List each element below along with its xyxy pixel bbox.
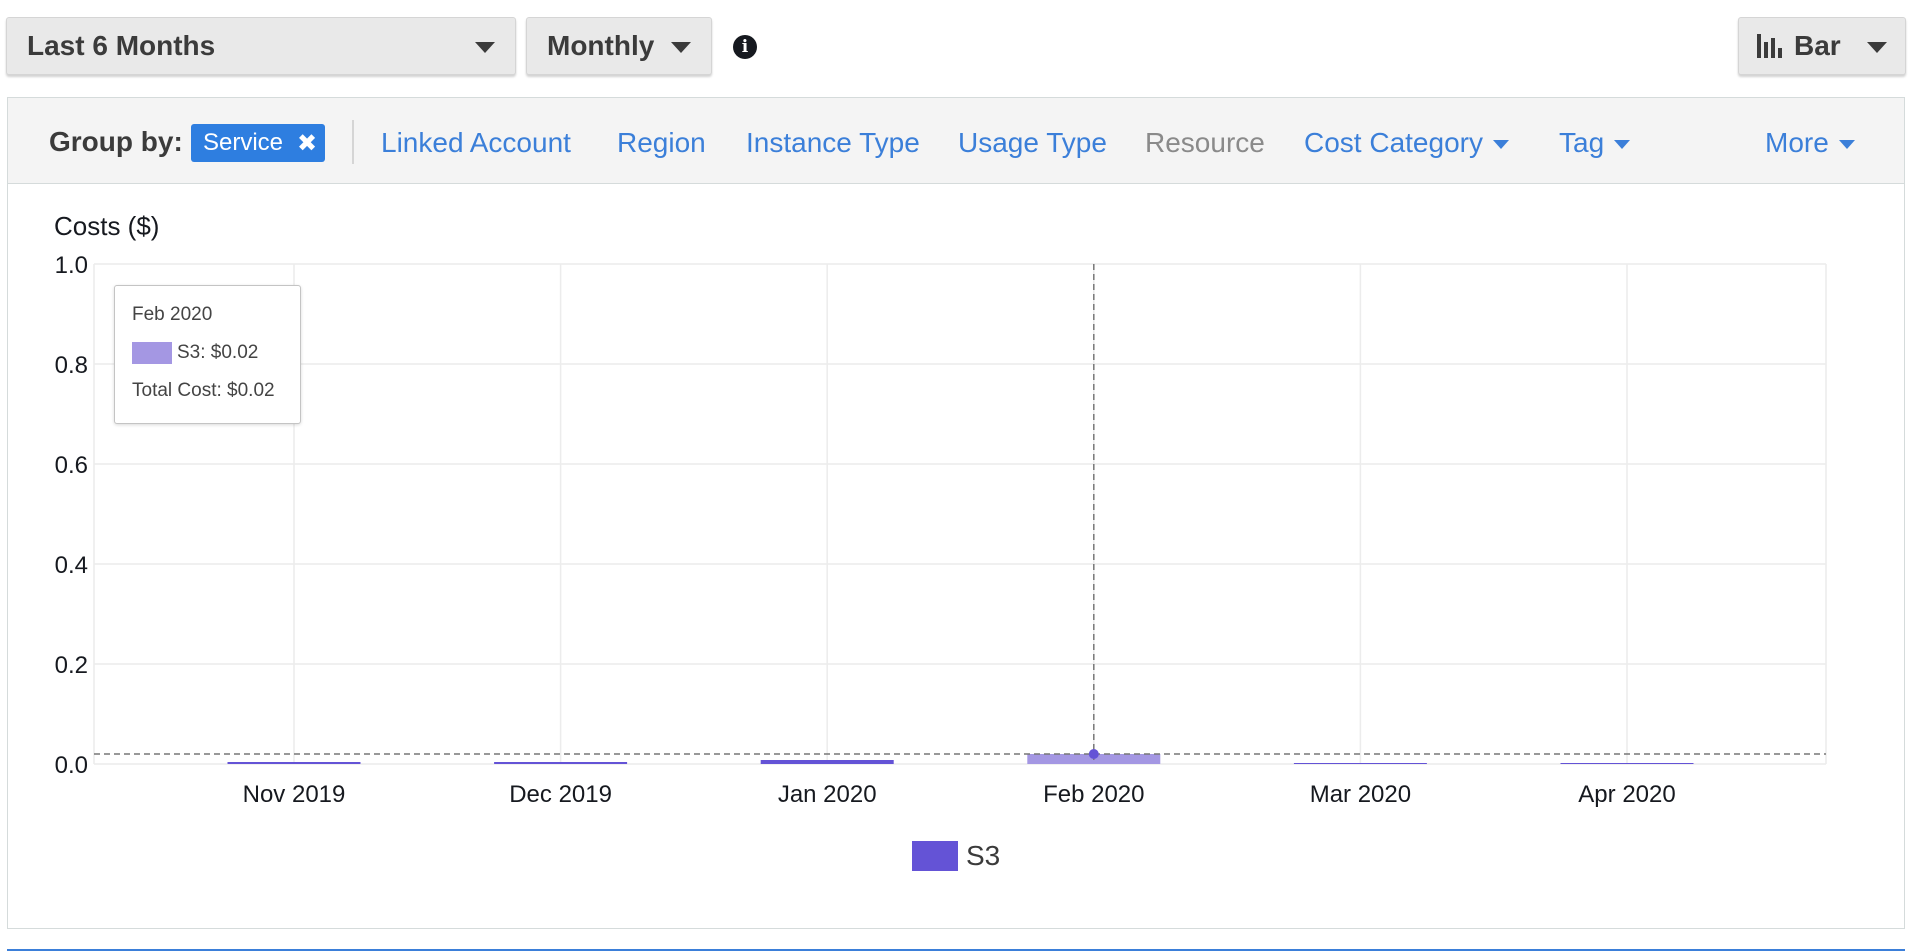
- granularity-dropdown[interactable]: Monthly: [526, 17, 712, 75]
- group-by-usage-type[interactable]: Usage Type: [958, 127, 1107, 158]
- panel-bottom-border: [7, 949, 1905, 951]
- group-by-region[interactable]: Region: [617, 127, 706, 158]
- group-by-label: Group by:: [49, 126, 183, 157]
- bar-nov-2019: [227, 762, 361, 764]
- group-by-cost-category[interactable]: Cost Category: [1304, 127, 1509, 159]
- hover-point: [1088, 749, 1099, 759]
- group-by-service-chip[interactable]: Service ✖: [191, 124, 325, 162]
- hover-crosshair: [94, 264, 1826, 764]
- legend-label-s3: S3: [966, 840, 1001, 871]
- x-tick-label: Jan 2020: [778, 781, 877, 808]
- bar-apr-2020: [1560, 763, 1694, 764]
- group-by-bar: Group by: Service ✖ Linked Account Regio…: [8, 98, 1904, 184]
- x-tick-label: Feb 2020: [1043, 781, 1144, 808]
- tooltip-series-value: S3: $0.02: [177, 342, 259, 363]
- group-by-linked-account[interactable]: Linked Account: [381, 127, 571, 158]
- chevron-down-icon: [1492, 140, 1509, 150]
- chart-type-label: Bar: [1794, 30, 1841, 61]
- close-icon[interactable]: ✖: [297, 129, 318, 157]
- bar-dec-2019: [494, 762, 628, 764]
- y-axis-ticks: 1.0 0.8 0.6 0.4 0.2 0.0: [55, 252, 88, 779]
- tooltip-series-row: S3: $0.02: [132, 342, 300, 380]
- bar-chart-icon: [1757, 34, 1782, 58]
- bar-jan-2020: [760, 760, 894, 764]
- x-tick-label: Mar 2020: [1310, 781, 1411, 808]
- chevron-down-icon: [1838, 140, 1855, 150]
- report-panel: Group by: Service ✖ Linked Account Regio…: [7, 97, 1905, 929]
- group-by-tag[interactable]: Tag: [1559, 127, 1631, 159]
- tooltip-month: Feb 2020: [132, 304, 213, 325]
- tag-label: Tag: [1559, 127, 1605, 158]
- chevron-down-icon: [1867, 42, 1887, 53]
- y-tick-label: 0.4: [55, 552, 88, 579]
- x-tick-label: Dec 2019: [509, 781, 612, 808]
- group-by-instance-type[interactable]: Instance Type: [746, 127, 920, 158]
- granularity-label: Monthly: [547, 30, 655, 61]
- chevron-down-icon: [475, 42, 495, 53]
- tooltip-total: Total Cost: $0.02: [132, 380, 275, 401]
- chart-grid: [93, 263, 1827, 765]
- x-tick-label: Nov 2019: [243, 781, 346, 808]
- group-by-more[interactable]: More: [1765, 127, 1855, 159]
- chart-bars: [227, 754, 1694, 764]
- y-axis-title: Costs ($): [54, 211, 159, 241]
- date-range-label: Last 6 Months: [27, 30, 216, 61]
- cost-category-label: Cost Category: [1304, 127, 1483, 158]
- chart-tooltip: Feb 2020 S3: $0.02 Total Cost: $0.02: [114, 285, 301, 424]
- legend-swatch-s3: [912, 841, 958, 871]
- divider: [352, 120, 354, 164]
- x-tick-label: Apr 2020: [1578, 781, 1675, 808]
- y-tick-label: 0.2: [55, 652, 88, 679]
- more-label: More: [1765, 127, 1829, 158]
- chart-type-dropdown[interactable]: Bar: [1738, 17, 1906, 75]
- x-axis-ticks: Nov 2019 Dec 2019 Jan 2020 Feb 2020 Mar 2020…: [243, 781, 1676, 808]
- y-tick-label: 0.8: [55, 352, 88, 379]
- y-tick-label: 0.6: [55, 452, 88, 479]
- y-tick-label: 0.0: [55, 752, 88, 779]
- chip-label: Service: [203, 129, 284, 156]
- date-range-dropdown[interactable]: Last 6 Months: [6, 17, 516, 75]
- chart-legend[interactable]: S3: [912, 840, 1000, 872]
- tooltip-swatch: [132, 342, 172, 364]
- y-tick-label: 1.0: [55, 252, 88, 279]
- group-by-resource: Resource: [1145, 127, 1265, 158]
- info-icon[interactable]: i: [733, 35, 757, 59]
- chevron-down-icon: [671, 42, 691, 53]
- chevron-down-icon: [1614, 140, 1631, 150]
- bar-mar-2020: [1293, 763, 1427, 764]
